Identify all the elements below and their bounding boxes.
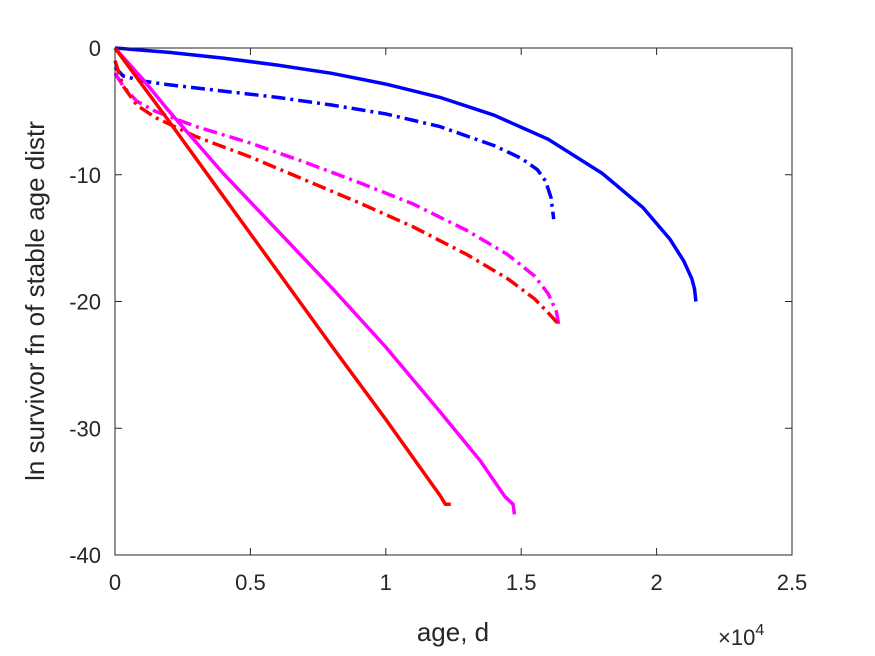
x-tick-label: 2 [650,570,662,595]
series-line-2 [113,65,556,220]
series-line-1 [114,46,698,302]
series-layer [113,46,698,515]
x-axis-exponent-power: 4 [755,622,764,639]
x-tick-label: 1.5 [506,570,537,595]
y-tick-label: -30 [69,416,101,441]
y-tick-label: -40 [69,543,101,568]
y-tick-label: 0 [89,36,101,61]
series-line-3 [113,72,561,328]
y-tick-label: -20 [69,290,101,315]
y-axis-label: ln survivor fn of stable age distr [20,121,50,481]
x-tick-label: 2.5 [777,570,808,595]
x-axis-exponent: ×104 [718,622,764,650]
x-axis-exponent-base: ×10 [718,625,755,650]
x-tick-label: 1 [380,570,392,595]
x-tick-label: 0 [109,570,121,595]
y-axis-ticks: 0 -10 -20 -30 -40 [69,36,792,568]
x-axis-ticks: 0 0.5 1 1.5 2 2.5 [109,48,807,595]
series-line-4 [113,60,561,328]
y-tick-label: -10 [69,163,101,188]
series-line-5 [113,46,517,515]
series-line-6 [113,46,451,507]
x-tick-label: 0.5 [235,570,266,595]
x-axis-label: age, d [417,617,489,647]
plot-area [115,48,792,555]
